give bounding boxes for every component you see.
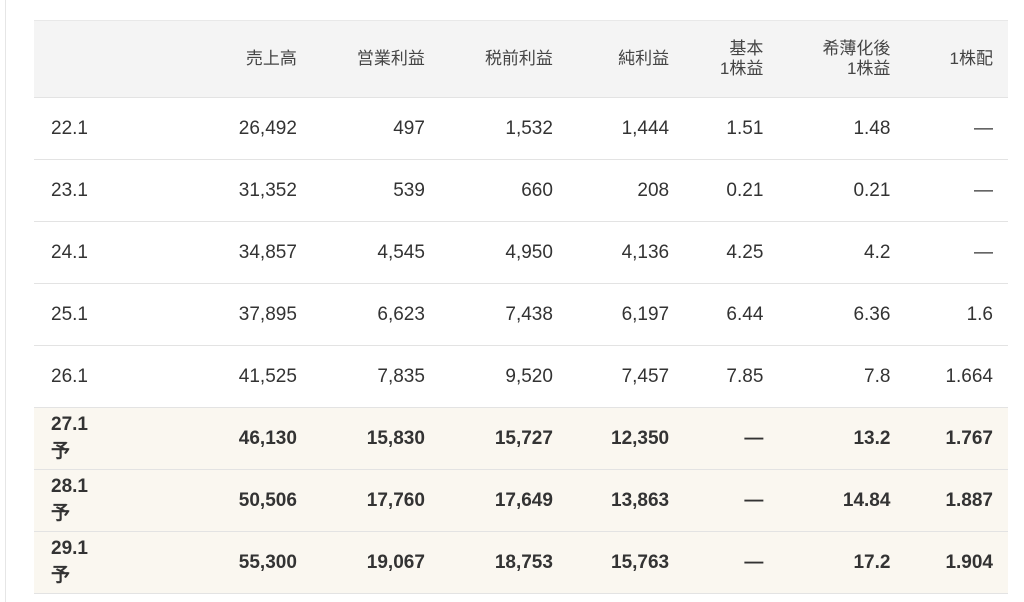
cell-period: 25.1 bbox=[51, 303, 88, 325]
cell-dividend: — bbox=[974, 179, 993, 201]
header-pretax-profit: 税前利益 bbox=[484, 49, 553, 68]
cell-basic-eps: — bbox=[744, 551, 764, 573]
header-basic-eps: 基本 1株益 bbox=[669, 21, 763, 98]
cell-net-profit: 4,136 bbox=[621, 241, 670, 263]
cell-period: 29.1予 bbox=[51, 538, 88, 586]
cell-sales: 50,506 bbox=[238, 489, 297, 511]
cell-dividend: 1.904 bbox=[945, 551, 993, 573]
cell-net-profit: 13,863 bbox=[611, 489, 670, 511]
cell-basic-eps: 0.21 bbox=[726, 179, 764, 201]
cell-basic-eps: 4.25 bbox=[726, 241, 764, 263]
table-row: 22.1 26,492 497 1,532 1,444 1.51 1.48 — bbox=[34, 97, 1008, 160]
cell-pretax-profit: 7,438 bbox=[505, 303, 553, 325]
cell-pretax-profit: 9,520 bbox=[505, 365, 553, 387]
cell-net-profit: 12,350 bbox=[611, 427, 670, 449]
cell-pretax-profit: 660 bbox=[521, 179, 553, 201]
cell-operating-profit: 6,623 bbox=[377, 303, 425, 325]
header-sales: 売上高 bbox=[245, 49, 297, 68]
cell-dividend: — bbox=[974, 241, 993, 263]
header-diluted-eps-line2: 1株益 bbox=[846, 59, 891, 78]
cell-diluted-eps: 13.2 bbox=[853, 427, 891, 449]
header-dividend: 1株配 bbox=[949, 49, 993, 68]
table-row: 23.1 31,352 539 660 208 0.21 0.21 — bbox=[34, 159, 1008, 222]
cell-sales: 34,857 bbox=[238, 241, 297, 263]
cell-basic-eps: 7.85 bbox=[726, 365, 764, 387]
table-row: 27.1予 46,130 15,830 15,727 12,350 — 13.2 1.767 bbox=[34, 407, 1008, 470]
header-operating-profit: 営業利益 bbox=[356, 49, 425, 68]
header-diluted-eps: 希薄化後 1株益 bbox=[763, 21, 890, 98]
table-row: 26.1 41,525 7,835 9,520 7,457 7.85 7.8 1.664 bbox=[34, 345, 1008, 408]
left-border bbox=[5, 0, 6, 602]
cell-operating-profit: 539 bbox=[393, 179, 425, 201]
table-header-row: 売上高 営業利益 税前利益 純利益 基本 1株益 希薄化後 1株益 1株配 bbox=[34, 20, 1008, 98]
cell-sales: 31,352 bbox=[238, 179, 297, 201]
cell-basic-eps: — bbox=[744, 489, 764, 511]
cell-net-profit: 6,197 bbox=[621, 303, 670, 325]
cell-period: 28.1予 bbox=[51, 476, 88, 524]
header-diluted-eps-line1: 希薄化後 bbox=[822, 39, 891, 58]
cell-pretax-profit: 4,950 bbox=[505, 241, 553, 263]
cell-diluted-eps: 4.2 bbox=[864, 241, 891, 263]
cell-diluted-eps: 17.2 bbox=[853, 551, 891, 573]
cell-operating-profit: 19,067 bbox=[366, 551, 425, 573]
financials-table: 売上高 営業利益 税前利益 純利益 基本 1株益 希薄化後 1株益 1株配 22.1… bbox=[34, 20, 1008, 594]
cell-operating-profit: 4,545 bbox=[377, 241, 425, 263]
cell-sales: 46,130 bbox=[238, 427, 297, 449]
cell-diluted-eps: 14.84 bbox=[842, 489, 891, 511]
cell-sales: 41,525 bbox=[238, 365, 297, 387]
cell-dividend: 1.6 bbox=[966, 303, 993, 325]
header-basic-eps-line1: 基本 bbox=[729, 39, 764, 58]
cell-period: 27.1予 bbox=[51, 414, 88, 462]
cell-diluted-eps: 0.21 bbox=[853, 179, 891, 201]
cell-basic-eps: 1.51 bbox=[726, 117, 764, 139]
cell-pretax-profit: 15,727 bbox=[494, 427, 553, 449]
cell-net-profit: 7,457 bbox=[621, 365, 670, 387]
cell-sales: 37,895 bbox=[238, 303, 297, 325]
table-row: 24.1 34,857 4,545 4,950 4,136 4.25 4.2 — bbox=[34, 221, 1008, 284]
cell-diluted-eps: 1.48 bbox=[853, 117, 891, 139]
cell-period: 22.1 bbox=[51, 117, 88, 139]
cell-operating-profit: 497 bbox=[393, 117, 425, 139]
cell-net-profit: 15,763 bbox=[611, 551, 670, 573]
header-basic-eps-line2: 1株益 bbox=[719, 59, 764, 78]
table-row: 25.1 37,895 6,623 7,438 6,197 6.44 6.36 1.6 bbox=[34, 283, 1008, 346]
cell-basic-eps: — bbox=[744, 427, 764, 449]
cell-net-profit: 1,444 bbox=[621, 117, 670, 139]
cell-dividend: 1.664 bbox=[945, 365, 993, 387]
cell-sales: 55,300 bbox=[238, 551, 297, 573]
cell-basic-eps: 6.44 bbox=[726, 303, 764, 325]
cell-operating-profit: 15,830 bbox=[366, 427, 425, 449]
header-period bbox=[34, 21, 88, 98]
cell-sales: 26,492 bbox=[238, 117, 297, 139]
cell-dividend: — bbox=[974, 117, 993, 139]
cell-operating-profit: 17,760 bbox=[366, 489, 425, 511]
cell-diluted-eps: 7.8 bbox=[864, 365, 891, 387]
cell-diluted-eps: 6.36 bbox=[853, 303, 891, 325]
cell-period: 24.1 bbox=[51, 241, 88, 263]
cell-net-profit: 208 bbox=[637, 179, 670, 201]
header-net-profit: 純利益 bbox=[618, 49, 670, 68]
cell-operating-profit: 7,835 bbox=[377, 365, 425, 387]
cell-pretax-profit: 1,532 bbox=[505, 117, 553, 139]
cell-period: 26.1 bbox=[51, 365, 88, 387]
cell-pretax-profit: 18,753 bbox=[494, 551, 553, 573]
table-row: 29.1予 55,300 19,067 18,753 15,763 — 17.2 1.904 bbox=[34, 531, 1008, 594]
cell-dividend: 1.887 bbox=[945, 489, 993, 511]
cell-pretax-profit: 17,649 bbox=[494, 489, 553, 511]
table-row: 28.1予 50,506 17,760 17,649 13,863 — 14.84 1.887 bbox=[34, 469, 1008, 532]
cell-dividend: 1.767 bbox=[945, 427, 993, 449]
cell-period: 23.1 bbox=[51, 179, 88, 201]
